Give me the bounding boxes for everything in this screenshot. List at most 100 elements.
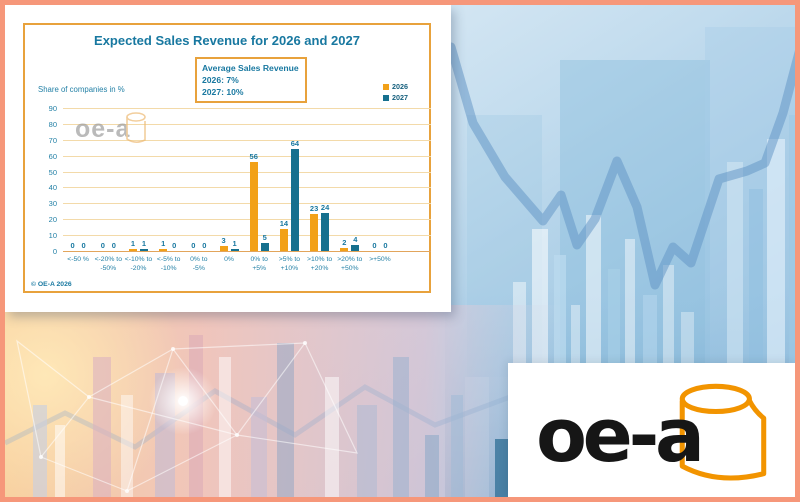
bar-value-label: 5 [262, 233, 267, 243]
x-tick-label: 0% [224, 256, 234, 263]
y-tick-label: 80 [48, 119, 57, 129]
x-tick-label: 0% to +5% [250, 256, 268, 272]
bar-value-label: 0 [191, 241, 196, 250]
logo-text: oe-a [536, 393, 701, 479]
x-tick-label: 0% to -5% [190, 256, 208, 272]
bar-2026: 14 [280, 219, 288, 251]
bar-2026: 1 [159, 239, 168, 251]
logo-card: oe-a [508, 363, 795, 497]
bar-2027: 1 [139, 239, 148, 251]
bar-group: 56 5 [244, 109, 274, 251]
rolled-film-icon [679, 383, 766, 481]
x-tick-label: >5% to +10% [278, 256, 301, 272]
oea-watermark: oe-a [75, 111, 148, 151]
bar-2026: 56 [250, 152, 258, 251]
x-tick-label: <-50 % [67, 256, 89, 263]
plot-area: 0 0 0 0 1 1 1 0 0 0 3 1 56 5 14 64 23 24 2 4 0 0 [63, 108, 431, 252]
y-tick-label: 60 [48, 151, 57, 161]
gridline [63, 203, 431, 205]
y-axis-ticks: 0 10 20 30 40 50 60 70 80 90 [31, 104, 57, 256]
bar-value-label: 1 [161, 239, 166, 249]
bar-2027: 5 [260, 233, 269, 251]
legend-label-2027: 2027 [392, 93, 408, 102]
bar-value-label: 0 [81, 241, 86, 250]
x-tick-label: <-20% to -50% [94, 256, 122, 272]
bar-value-label: 2 [342, 237, 347, 247]
gridline [63, 219, 431, 221]
bar-groups: 0 0 0 0 1 1 1 0 0 0 3 1 56 5 14 64 23 24 2 4 0 0 [63, 109, 395, 251]
bar-2027: 24 [321, 203, 329, 251]
y-tick-label: 70 [48, 135, 57, 145]
gridline [63, 123, 431, 125]
bar-group: 23 24 [305, 109, 335, 251]
x-tick-label: <-10% to -20% [124, 256, 153, 272]
bar-2027: 4 [351, 235, 360, 251]
legend-label-2026: 2026 [392, 82, 408, 91]
copyright: © OE-A 2026 [31, 281, 72, 288]
bar-value-label: 0 [100, 241, 105, 250]
bar-value-label: 1 [130, 239, 136, 249]
chart-card: Expected Sales Revenue for 2026 and 2027… [5, 5, 451, 312]
bar-value-label: 64 [290, 139, 300, 149]
x-tick-label: >10% to +20% [307, 256, 333, 272]
gridline [63, 108, 431, 109]
gridline [63, 171, 431, 173]
y-tick-label: 20 [48, 215, 57, 225]
chart-frame [23, 23, 431, 293]
gridline [63, 155, 431, 157]
bar-2026: 2 [340, 238, 349, 251]
average-line-2026: 2026: 7% [202, 75, 239, 86]
y-tick-label: 30 [48, 199, 57, 209]
bar-value-label: 1 [141, 239, 147, 249]
legend-swatch-2027-icon [383, 94, 389, 101]
chart-title: Expected Sales Revenue for 2026 and 2027 [94, 33, 360, 48]
bar-2026: 3 [219, 236, 228, 251]
x-tick-label: <-5% to -10% [156, 256, 181, 272]
bar-value-label: 1 [232, 239, 237, 249]
y-tick-label: 90 [48, 104, 57, 113]
average-sales-box: Average Sales Revenue 2026: 7% 2027: 10% [195, 57, 307, 104]
y-tick-label: 10 [48, 231, 57, 241]
gridline [63, 187, 431, 189]
bar-value-label: 4 [353, 234, 358, 244]
average-box-title: Average Sales Revenue [202, 63, 299, 73]
legend-item-2026: 2026 [383, 82, 408, 91]
bar-2027: 1 [230, 239, 239, 251]
bar-2026: 23 [310, 204, 318, 251]
y-tick-label: 50 [48, 167, 57, 177]
y-tick-label: 0 [52, 247, 57, 256]
bar-value-label: 14 [279, 218, 289, 228]
bar-value-label: 24 [320, 202, 330, 212]
x-tick-label: >+50% [369, 256, 391, 263]
bar-value-label: 0 [111, 241, 116, 250]
y-axis-label: Share of companies in % [38, 85, 125, 94]
bar-value-label: 0 [202, 241, 207, 250]
bar-2026: 1 [128, 239, 137, 251]
oea-logo: oe-a [536, 383, 766, 481]
legend: 2026 2027 [383, 82, 408, 104]
rolled-film-icon [126, 112, 147, 143]
gridline [63, 235, 431, 237]
bar-2027: 64 [291, 139, 299, 251]
legend-swatch-2026-icon [383, 83, 389, 90]
x-tick-label: >20% to +50% [337, 256, 363, 272]
bar-value-label: 23 [309, 204, 319, 214]
bar-value-label: 0 [383, 241, 388, 250]
average-line-2027: 2027: 10% [202, 87, 244, 98]
bar-group: 14 64 [274, 109, 304, 251]
bar-value-label: 3 [221, 236, 226, 246]
watermark-text: oe-a [75, 115, 131, 143]
legend-item-2027: 2027 [383, 93, 408, 102]
gridline [63, 139, 431, 141]
bar-value-label: 0 [70, 241, 75, 250]
bar-value-label: 0 [172, 241, 177, 250]
